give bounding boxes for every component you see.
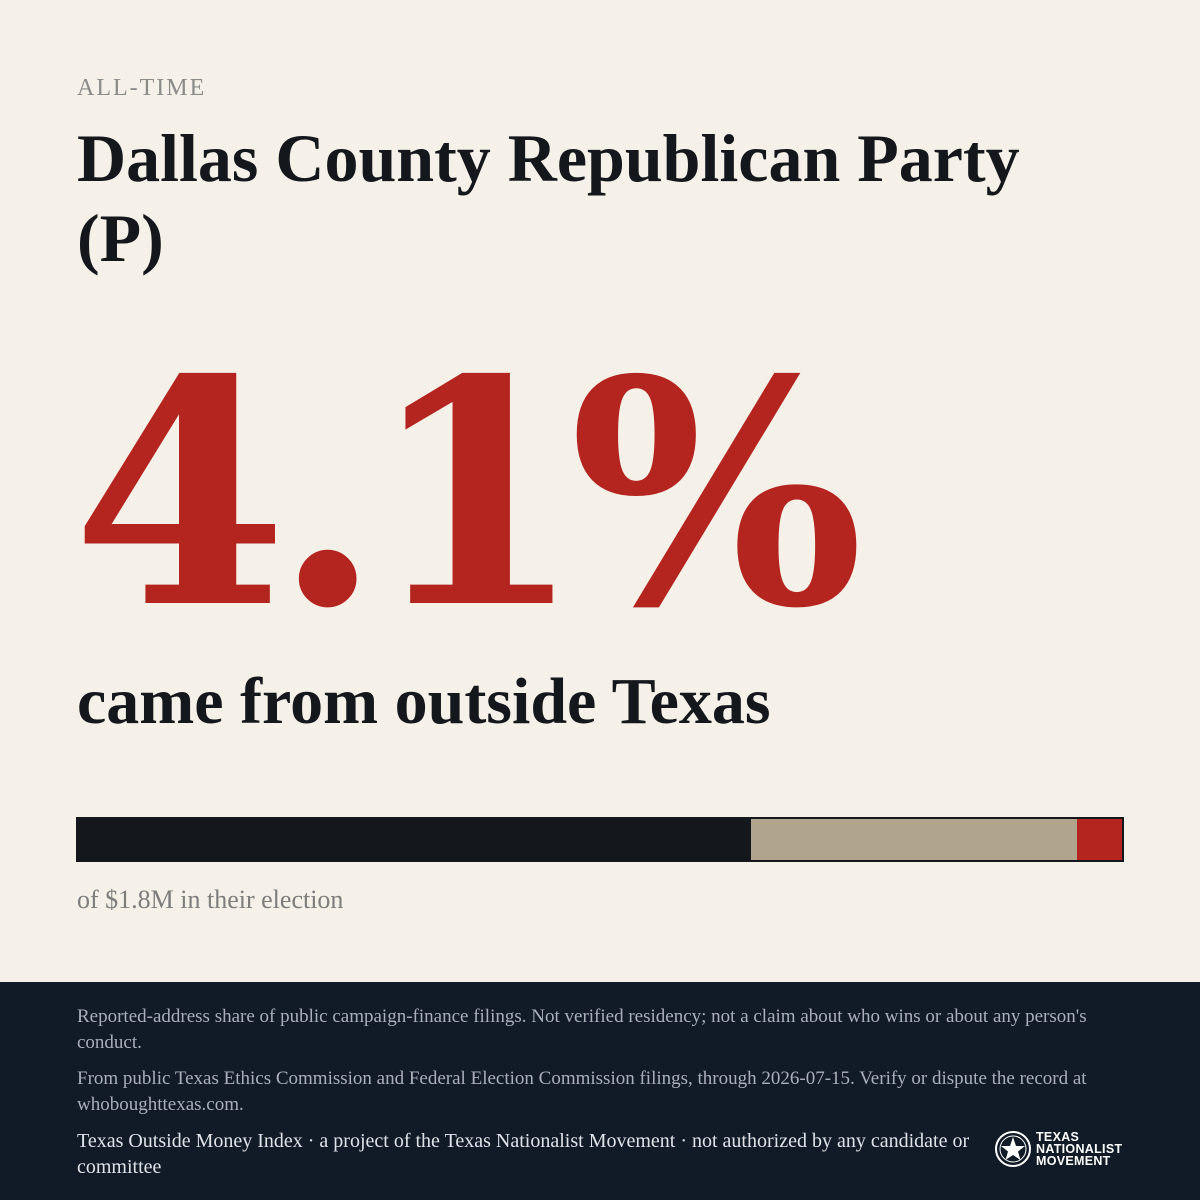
page-title: Dallas County Republican Party (P) xyxy=(77,120,1020,276)
total-caption: of $1.8M in their election xyxy=(77,885,344,914)
bar-segment-other xyxy=(751,819,1078,860)
footer-disclaimer: Reported-address share of public campaig… xyxy=(77,1006,1087,1053)
star-seal-icon xyxy=(994,1130,1032,1168)
headline-subhead: came from outside Texas xyxy=(77,665,771,738)
footer: Reported-address share of public campaig… xyxy=(0,982,1200,1200)
logo-line-1: TEXAS xyxy=(1036,1130,1080,1144)
tnm-logo: TEXAS NATIONALIST MOVEMENT xyxy=(994,1130,1122,1168)
headline-percentage: 4.1% xyxy=(72,313,864,677)
bar-segment-outside-texas xyxy=(1077,819,1122,860)
bar-segment-texas xyxy=(78,819,752,860)
logo-line-2: NATIONALIST xyxy=(1036,1142,1123,1156)
footer-source: From public Texas Ethics Commission and … xyxy=(77,1068,1087,1115)
footer-credit: Texas Outside Money Index · a project of… xyxy=(77,1130,970,1178)
share-bar xyxy=(76,817,1124,862)
kicker: ALL-TIME xyxy=(77,75,207,101)
logo-line-3: MOVEMENT xyxy=(1036,1154,1111,1168)
